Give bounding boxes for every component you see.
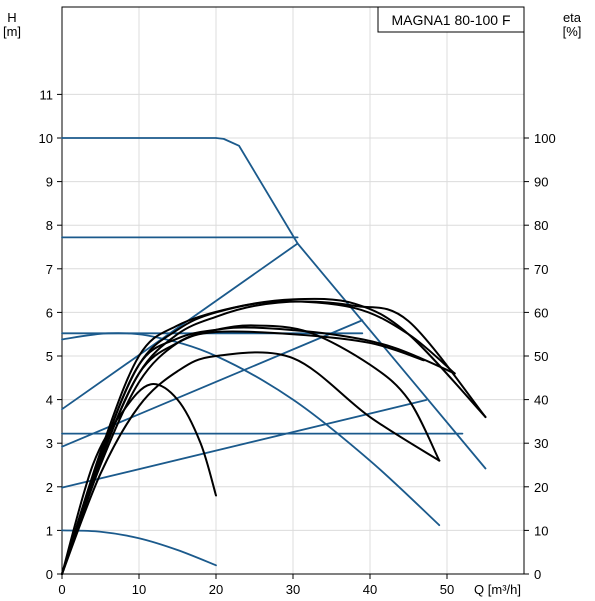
head-curve <box>61 319 364 448</box>
x-tick-label: 0 <box>58 582 65 597</box>
efficiency-curve <box>61 326 456 575</box>
x-tick-label: 20 <box>209 582 223 597</box>
title-box <box>377 6 525 33</box>
x-tick-label: 30 <box>286 582 300 597</box>
y-right-tick-label: 90 <box>534 175 548 190</box>
x-tick-label: 10 <box>132 582 146 597</box>
y-right-tick-label: 20 <box>534 480 548 495</box>
y-left-tick-label: 11 <box>40 87 54 102</box>
x-tick-label: 50 <box>440 582 454 597</box>
chart-title-box: MAGNA1 80-100 F <box>377 6 525 33</box>
y-left-tick-label: 2 <box>46 480 53 495</box>
y-right-tick-label: 60 <box>534 305 548 320</box>
y-right-tick-label: 50 <box>534 349 548 364</box>
y-right-tick-label: 70 <box>534 262 548 277</box>
y-left-tick-label: 8 <box>46 218 53 233</box>
y-left-tick-label: 6 <box>46 305 53 320</box>
y-left-tick-label: 10 <box>39 131 53 146</box>
efficiency-curve <box>61 383 217 575</box>
chart-title: MAGNA1 80-100 F <box>391 12 510 28</box>
y-right-tick-label: 0 <box>534 567 541 582</box>
y-left-tick-label: 1 <box>46 523 53 538</box>
y-left-tick-label: 9 <box>46 175 53 190</box>
y-right-tick-label: 80 <box>534 218 548 233</box>
y-left-tick-label: 3 <box>46 436 53 451</box>
efficiency-curve <box>61 300 487 575</box>
x-tick-label: 40 <box>363 582 377 597</box>
y-left-tick-label: 7 <box>46 262 53 277</box>
y-right-tick-label: 100 <box>534 131 556 146</box>
grid <box>62 7 524 574</box>
y-left-label-name: H <box>7 10 16 25</box>
y-right-label-name: eta <box>563 10 582 25</box>
y-right-tick-label: 30 <box>534 436 548 451</box>
efficiency-curves <box>61 297 487 575</box>
y-right-tick-label: 10 <box>534 523 548 538</box>
head-curve <box>61 137 487 470</box>
y-left-label-unit: [m] <box>3 24 21 39</box>
y-right-tick-label: 40 <box>534 393 548 408</box>
efficiency-curve <box>61 330 425 575</box>
left-axis-title: H [m] <box>3 10 21 39</box>
head-curve <box>61 242 299 411</box>
x-axis-label: Q [m³/h] <box>474 582 521 597</box>
y-left-tick-label: 0 <box>46 567 53 582</box>
y-right-label-unit: [%] <box>563 24 582 39</box>
efficiency-curve <box>61 351 441 575</box>
right-axis-title: eta [%] <box>563 10 582 39</box>
efficiency-curve <box>61 300 456 575</box>
efficiency-curve <box>61 324 441 575</box>
head-curve <box>61 529 217 567</box>
tick-labels: 0 10 20 30 40 50 0 1 2 3 4 5 6 7 8 9 10 11 0 10 20 30 40 50 60 70… <box>39 87 556 597</box>
head-curve <box>61 332 441 527</box>
efficiency-curve <box>61 297 487 575</box>
y-left-tick-label: 4 <box>46 393 53 408</box>
y-left-tick-label: 5 <box>46 349 53 364</box>
head-curves <box>61 137 487 567</box>
